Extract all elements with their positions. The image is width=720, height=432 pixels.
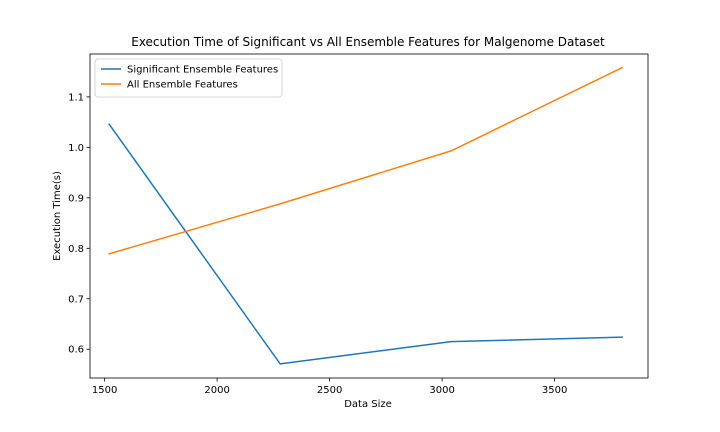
x-tick-label: 3500: [542, 385, 567, 396]
legend-frame: [94, 58, 283, 98]
y-axis: 0.6 0.7 0.8 0.9 1.0 1.1: [68, 92, 90, 356]
legend-label-1: Significant Ensemble Features: [127, 65, 278, 76]
chart-title: Execution Time of Significant vs All Ens…: [131, 35, 605, 49]
legend-label-2: All Ensemble Features: [127, 80, 238, 91]
legend: Significant Ensemble Features All Ensembl…: [94, 58, 283, 98]
x-axis-label: Data Size: [344, 399, 392, 410]
plot-frame: [89, 53, 649, 379]
y-tick-label: 0.6: [68, 345, 84, 356]
plot-area: [89, 53, 649, 379]
series-line-2: [108, 66, 624, 255]
y-tick-label: 0.7: [68, 294, 84, 305]
x-tick-label: 2000: [204, 385, 229, 396]
y-tick-label: 1.1: [68, 92, 84, 103]
x-tick-label: 3000: [429, 385, 454, 396]
y-tick-label: 0.8: [68, 244, 84, 255]
y-tick-label: 0.9: [68, 193, 84, 204]
x-tick-label: 2500: [317, 385, 342, 396]
x-tick-label: 1500: [92, 385, 117, 396]
y-tick-label: 1.0: [68, 143, 84, 154]
series-layer: [108, 66, 624, 365]
x-axis: 1500 2000 2500 3000 3500: [92, 378, 567, 396]
series-line-1: [108, 123, 623, 365]
y-axis-label: Execution Time(s): [52, 171, 63, 261]
